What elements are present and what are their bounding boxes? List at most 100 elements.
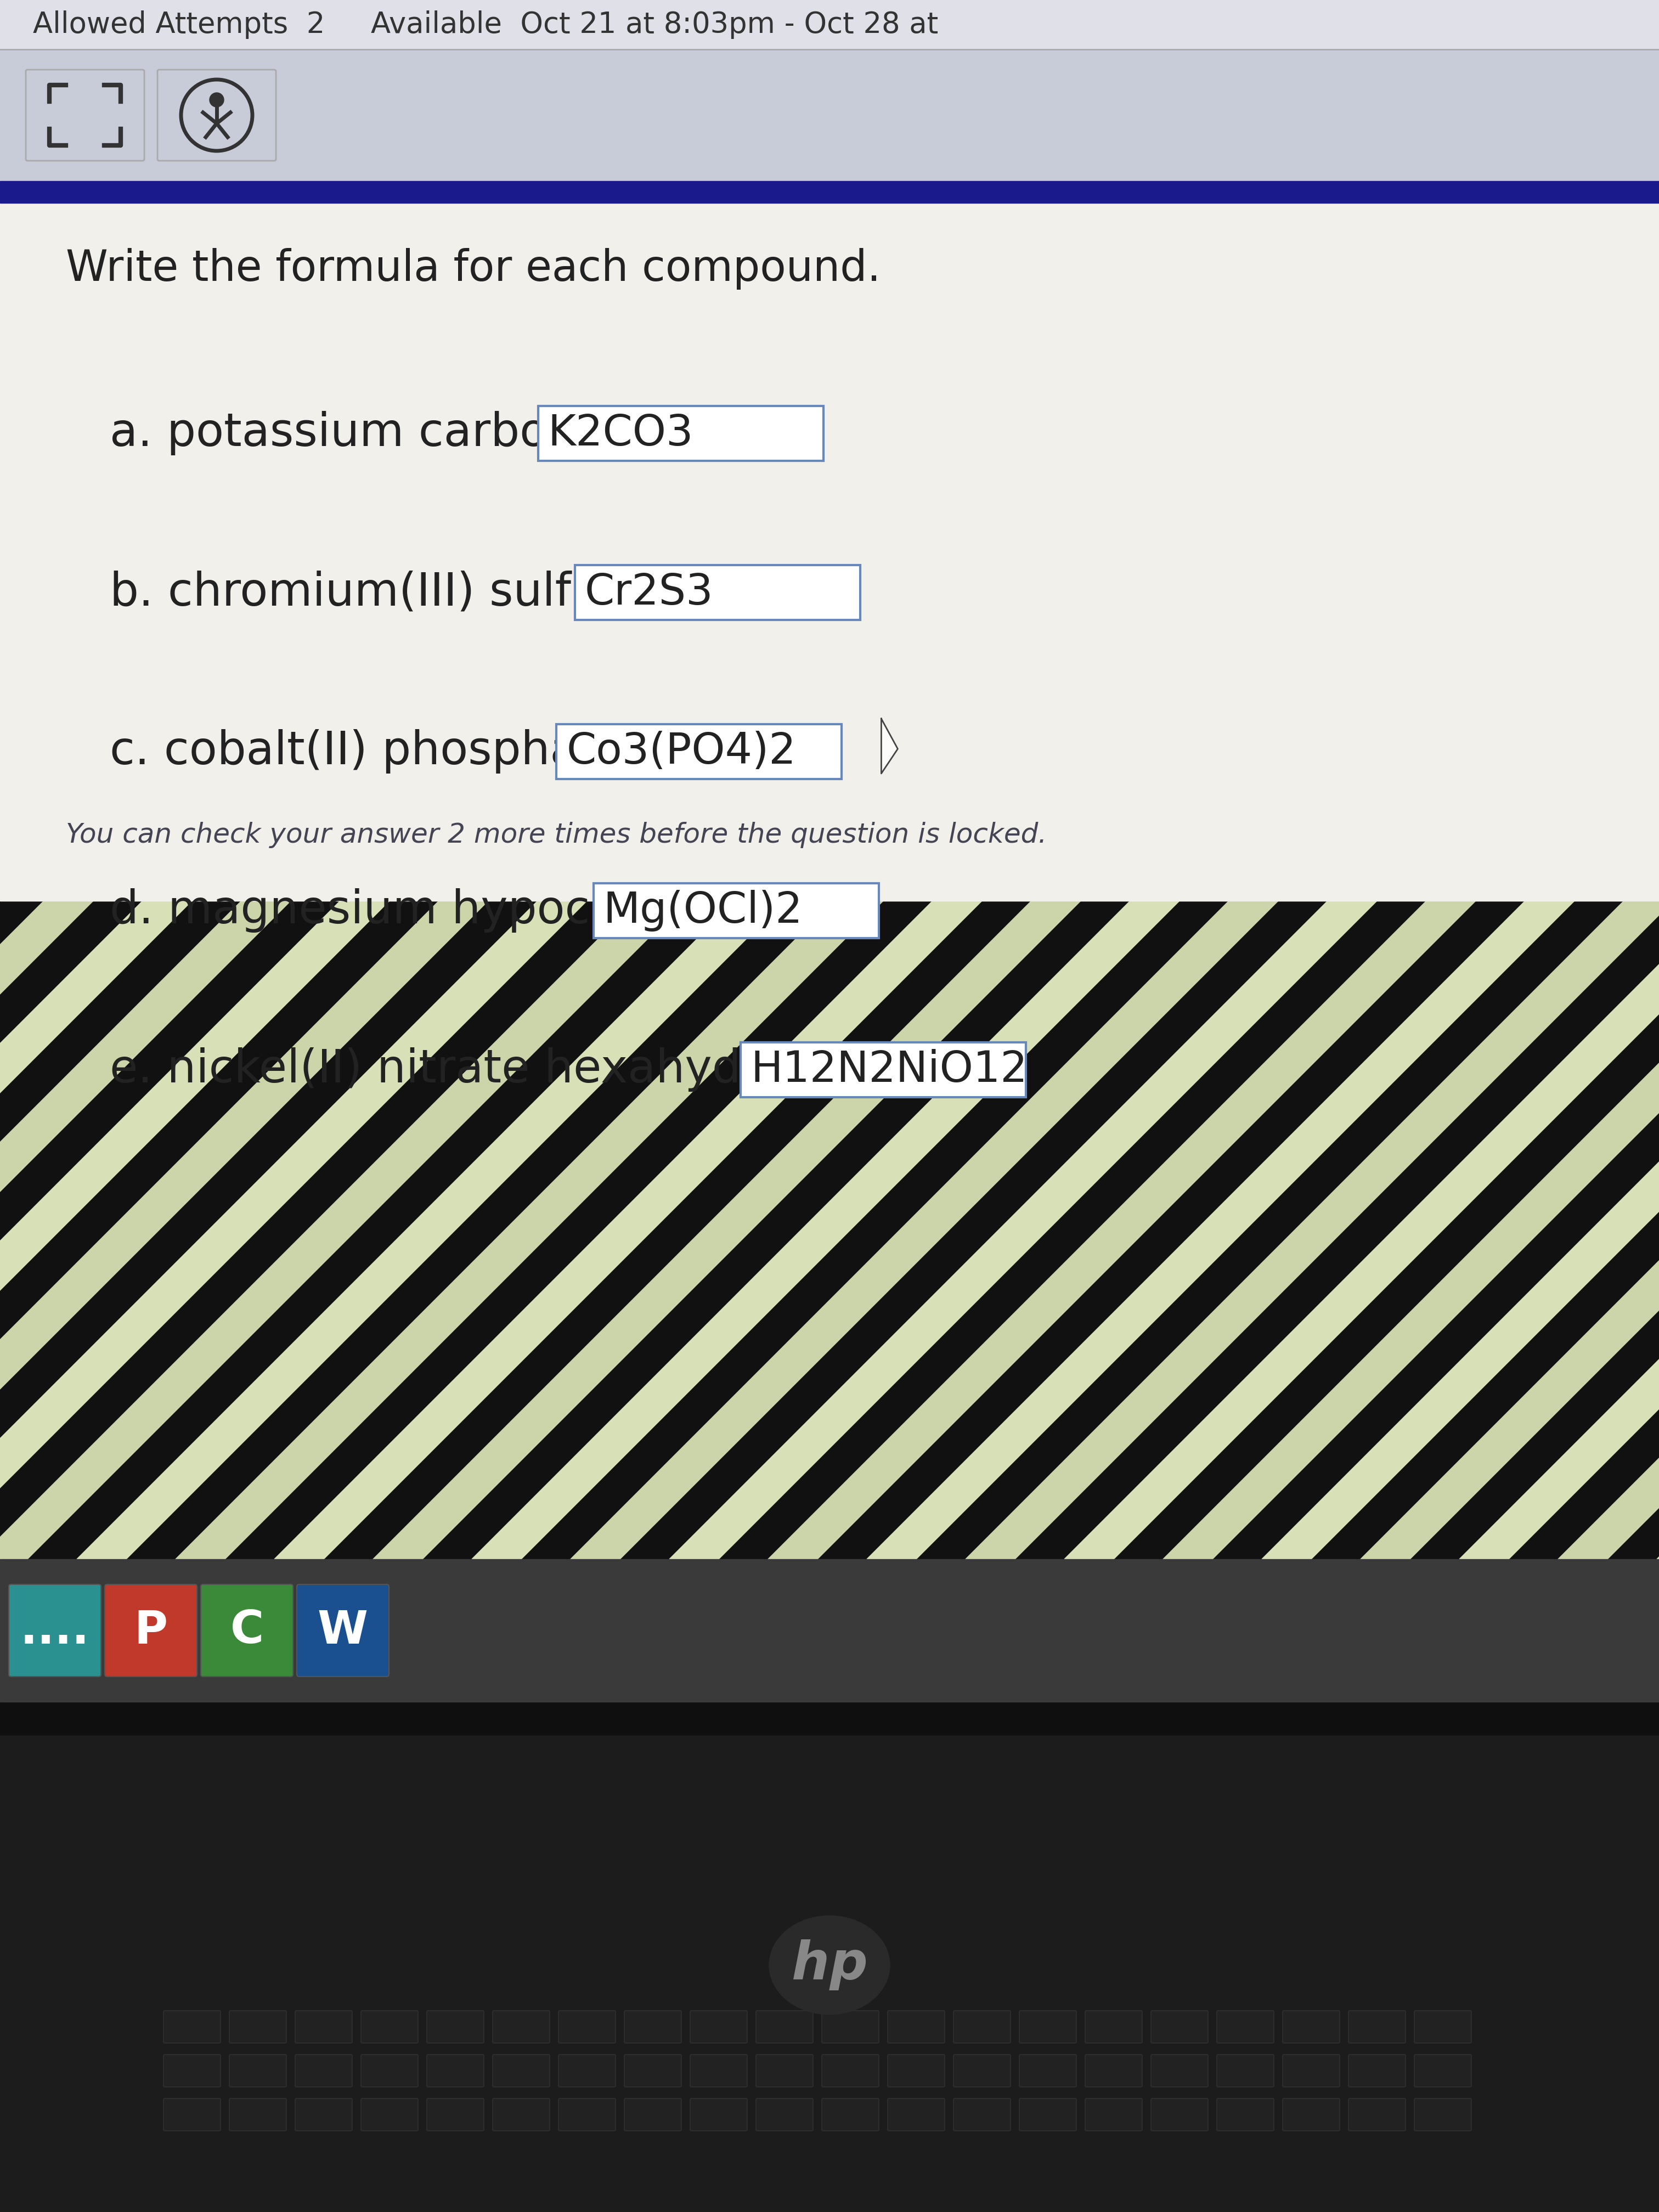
FancyBboxPatch shape	[1151, 2099, 1208, 2130]
FancyBboxPatch shape	[362, 2099, 418, 2130]
Polygon shape	[1558, 0, 1659, 1559]
FancyBboxPatch shape	[954, 2099, 1010, 2130]
Polygon shape	[0, 0, 1488, 1559]
FancyBboxPatch shape	[1019, 2055, 1077, 2086]
FancyBboxPatch shape	[757, 2099, 813, 2130]
FancyBboxPatch shape	[559, 2099, 615, 2130]
FancyBboxPatch shape	[690, 2011, 747, 2044]
FancyBboxPatch shape	[821, 2011, 879, 2044]
Bar	[0, 1701, 1659, 1734]
FancyBboxPatch shape	[624, 2099, 682, 2130]
Polygon shape	[471, 0, 1659, 1559]
FancyBboxPatch shape	[1216, 2055, 1274, 2086]
Polygon shape	[373, 0, 1659, 1559]
Polygon shape	[0, 0, 1291, 1559]
Bar	[0, 1719, 1659, 2212]
Polygon shape	[1163, 0, 1659, 1559]
FancyBboxPatch shape	[27, 69, 144, 161]
Polygon shape	[0, 0, 1093, 1559]
FancyBboxPatch shape	[576, 564, 861, 619]
Bar	[0, 0, 1659, 900]
Bar	[0, 204, 1659, 900]
Circle shape	[209, 93, 224, 106]
FancyBboxPatch shape	[1019, 2099, 1077, 2130]
FancyBboxPatch shape	[1151, 2011, 1208, 2044]
Polygon shape	[1360, 0, 1659, 1559]
FancyBboxPatch shape	[297, 1584, 388, 1677]
FancyBboxPatch shape	[559, 2011, 615, 2044]
FancyBboxPatch shape	[8, 1584, 101, 1677]
FancyBboxPatch shape	[493, 2099, 549, 2130]
Polygon shape	[0, 0, 304, 1559]
FancyBboxPatch shape	[821, 2055, 879, 2086]
Text: a. potassium carbonate:: a. potassium carbonate:	[109, 411, 667, 456]
FancyBboxPatch shape	[426, 2099, 484, 2130]
Bar	[0, 49, 1659, 181]
FancyBboxPatch shape	[821, 2099, 879, 2130]
Text: K2CO3: K2CO3	[547, 414, 693, 453]
FancyBboxPatch shape	[229, 2099, 287, 2130]
FancyBboxPatch shape	[888, 2099, 944, 2130]
Text: P: P	[134, 1608, 168, 1652]
FancyBboxPatch shape	[1151, 2055, 1208, 2086]
Polygon shape	[0, 0, 7, 1559]
Polygon shape	[881, 719, 898, 774]
Polygon shape	[0, 0, 501, 1559]
Polygon shape	[0, 0, 1191, 1559]
Polygon shape	[0, 0, 698, 1559]
FancyBboxPatch shape	[954, 2011, 1010, 2044]
Ellipse shape	[770, 1916, 889, 2015]
Text: You can check your answer 2 more times before the question is locked.: You can check your answer 2 more times b…	[66, 823, 1047, 847]
FancyBboxPatch shape	[1282, 2055, 1340, 2086]
Polygon shape	[1657, 0, 1659, 1559]
Polygon shape	[0, 0, 796, 1559]
FancyBboxPatch shape	[164, 2055, 221, 2086]
FancyBboxPatch shape	[1216, 2011, 1274, 2044]
Text: Mg(OCl)2: Mg(OCl)2	[604, 889, 803, 931]
FancyBboxPatch shape	[624, 2055, 682, 2086]
Polygon shape	[0, 0, 1586, 1559]
FancyBboxPatch shape	[493, 2011, 549, 2044]
Polygon shape	[176, 0, 1659, 1559]
FancyBboxPatch shape	[164, 2099, 221, 2130]
FancyBboxPatch shape	[362, 2055, 418, 2086]
FancyBboxPatch shape	[295, 2099, 352, 2130]
FancyBboxPatch shape	[888, 2011, 944, 2044]
FancyBboxPatch shape	[1415, 2011, 1472, 2044]
FancyBboxPatch shape	[105, 1584, 197, 1677]
Text: Co3(PO4)2: Co3(PO4)2	[566, 730, 796, 772]
FancyBboxPatch shape	[1085, 2055, 1141, 2086]
FancyBboxPatch shape	[594, 883, 879, 938]
Polygon shape	[0, 0, 204, 1559]
Text: Write the formula for each compound.: Write the formula for each compound.	[66, 248, 881, 290]
Text: ....: ....	[20, 1608, 90, 1652]
Polygon shape	[0, 0, 896, 1559]
FancyBboxPatch shape	[690, 2055, 747, 2086]
FancyBboxPatch shape	[158, 69, 275, 161]
FancyBboxPatch shape	[757, 2011, 813, 2044]
FancyBboxPatch shape	[559, 2055, 615, 2086]
FancyBboxPatch shape	[1349, 2011, 1405, 2044]
Polygon shape	[1460, 0, 1659, 1559]
Polygon shape	[866, 0, 1659, 1559]
FancyBboxPatch shape	[362, 2011, 418, 2044]
Text: d. magnesium hypochlorite:: d. magnesium hypochlorite:	[109, 889, 753, 933]
Polygon shape	[966, 0, 1659, 1559]
Text: hp: hp	[791, 1940, 868, 1991]
FancyBboxPatch shape	[1019, 2011, 1077, 2044]
FancyBboxPatch shape	[229, 2011, 287, 2044]
FancyBboxPatch shape	[690, 2099, 747, 2130]
Polygon shape	[0, 0, 1389, 1559]
Polygon shape	[274, 0, 1659, 1559]
FancyBboxPatch shape	[295, 2055, 352, 2086]
FancyBboxPatch shape	[426, 2055, 484, 2086]
FancyBboxPatch shape	[742, 1042, 1027, 1097]
FancyBboxPatch shape	[201, 1584, 294, 1677]
Polygon shape	[0, 0, 994, 1559]
Text: Cr2S3: Cr2S3	[586, 571, 713, 613]
Polygon shape	[1065, 0, 1659, 1559]
Text: b. chromium(III) sulfite:: b. chromium(III) sulfite:	[109, 571, 645, 615]
Polygon shape	[669, 0, 1659, 1559]
FancyBboxPatch shape	[624, 2011, 682, 2044]
Bar	[0, 1559, 1659, 1701]
